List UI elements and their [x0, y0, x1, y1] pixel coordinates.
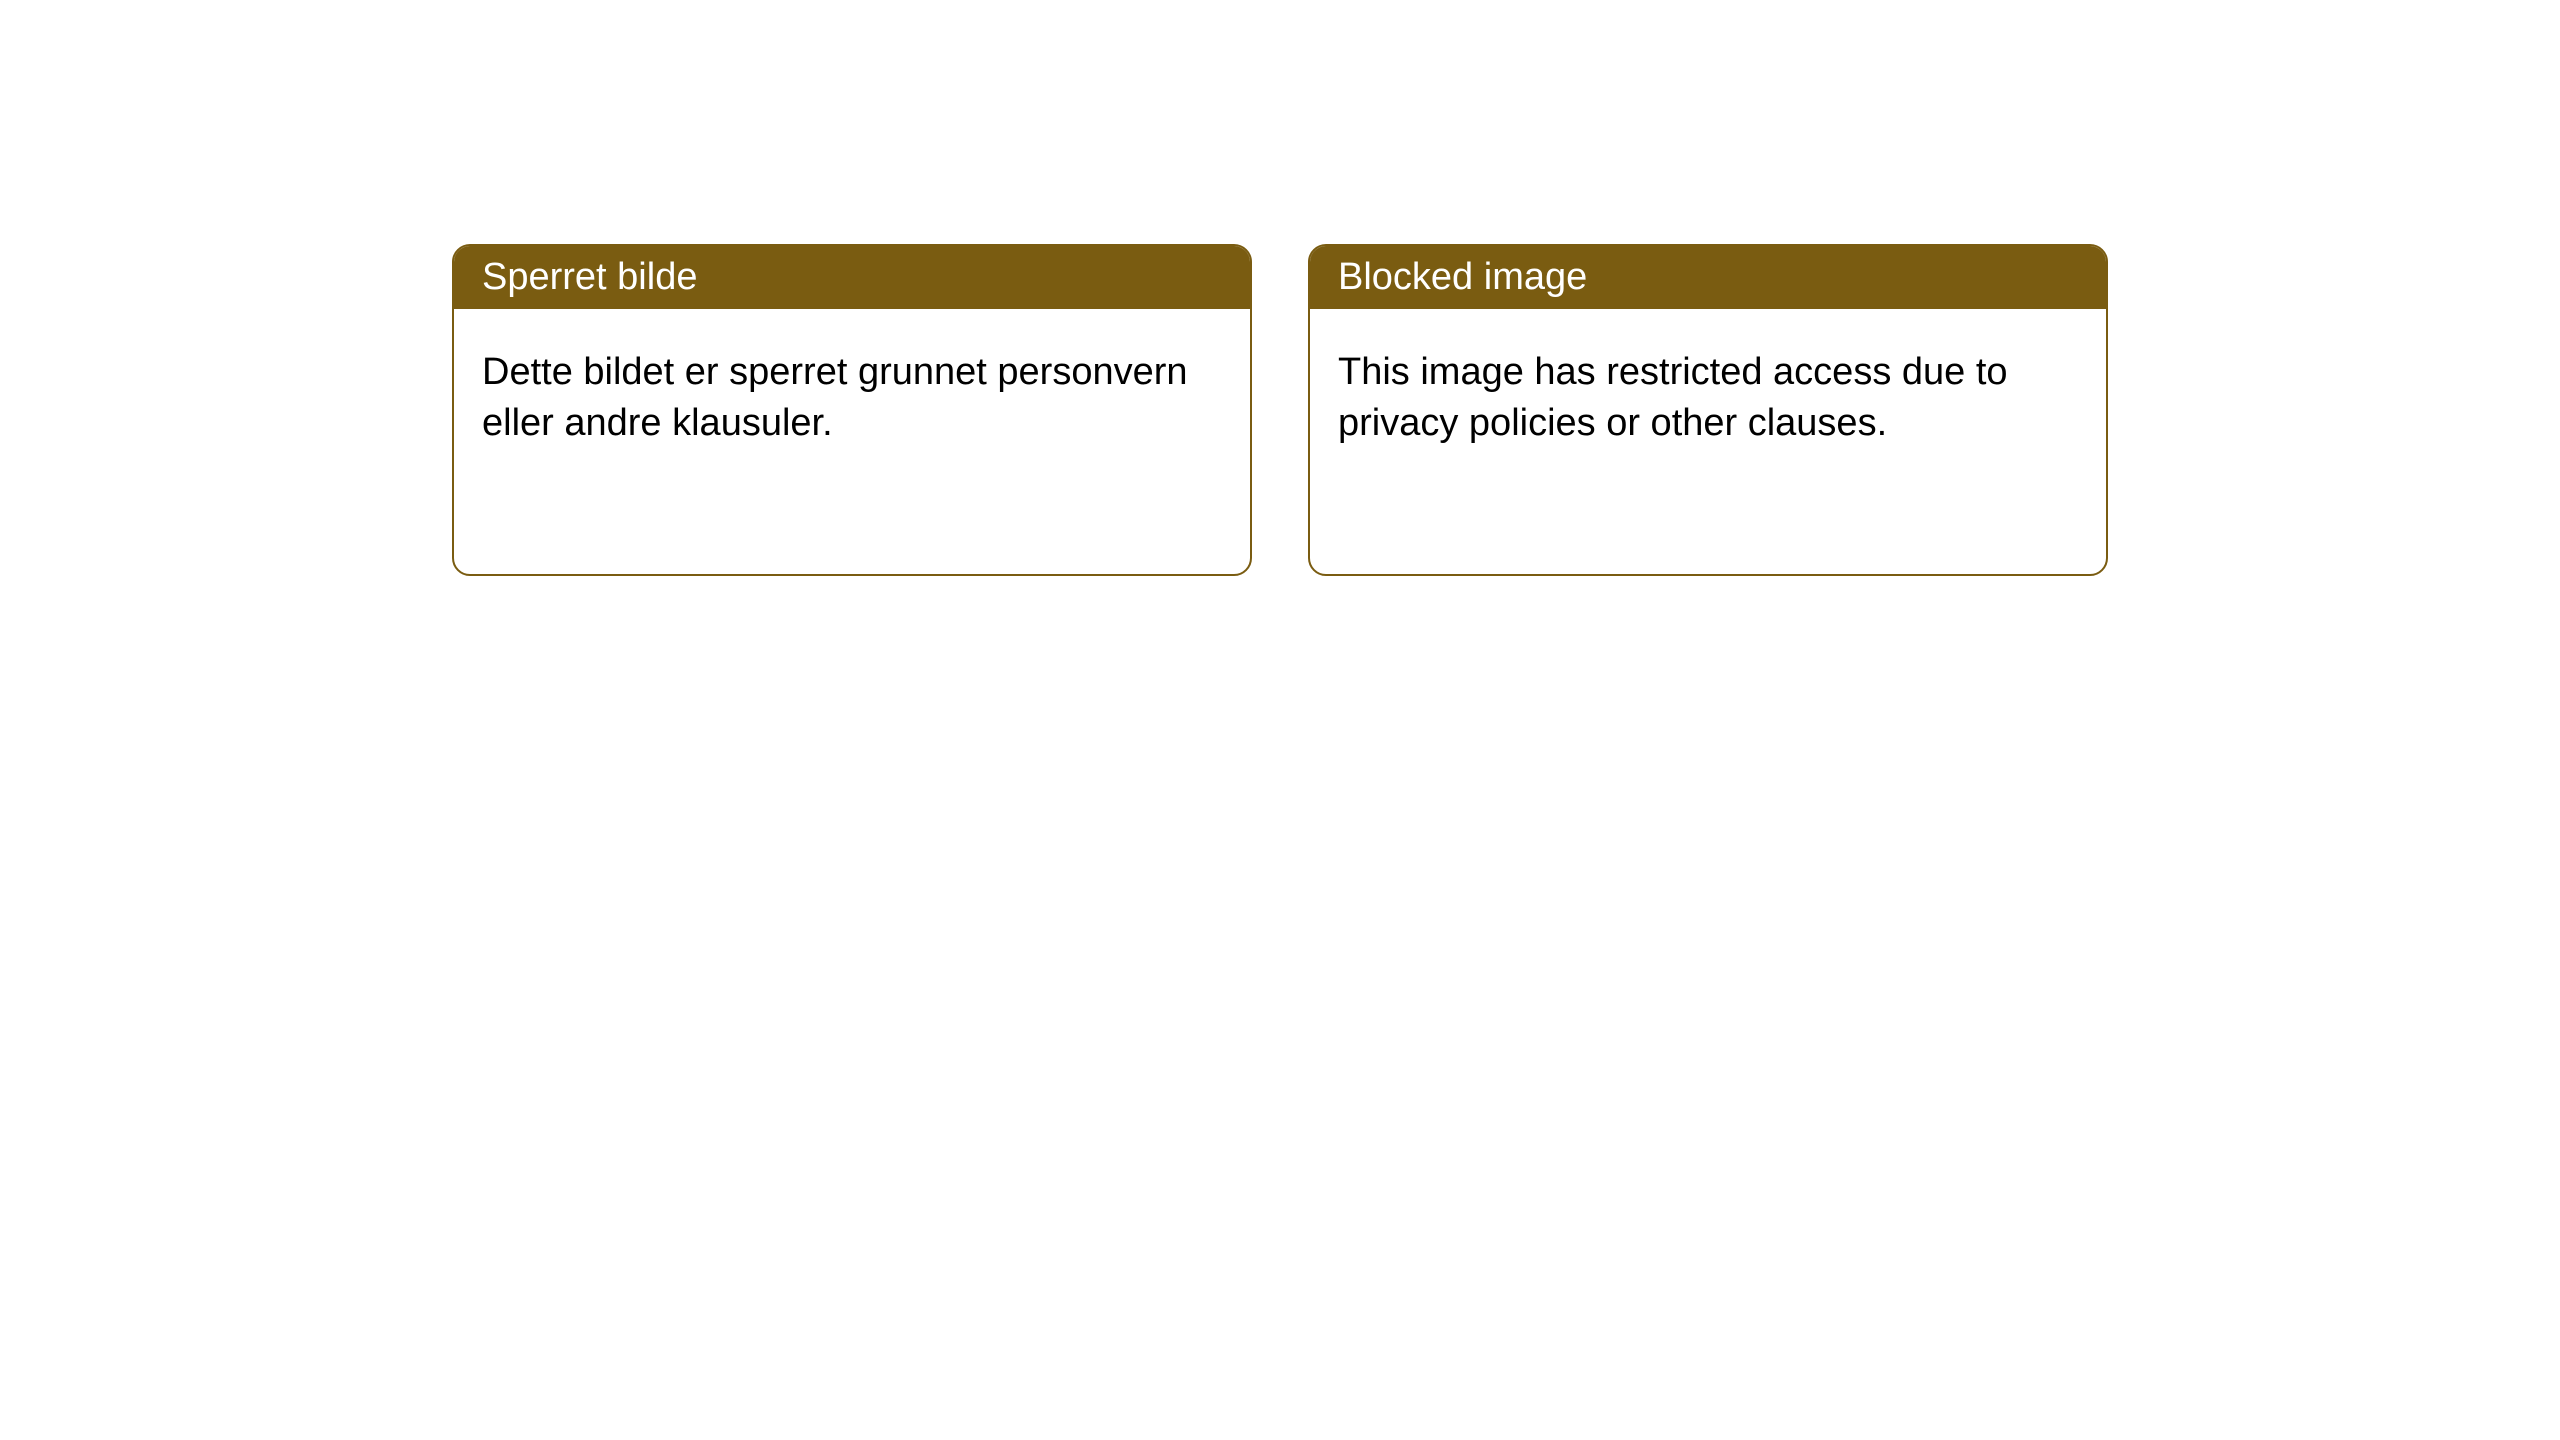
notice-container: Sperret bilde Dette bildet er sperret gr… — [0, 0, 2560, 576]
card-message-english: This image has restricted access due to … — [1338, 351, 2008, 444]
card-body-norwegian: Dette bildet er sperret grunnet personve… — [454, 309, 1250, 488]
blocked-image-card-norwegian: Sperret bilde Dette bildet er sperret gr… — [452, 244, 1252, 576]
card-header-english: Blocked image — [1310, 246, 2106, 309]
card-body-english: This image has restricted access due to … — [1310, 309, 2106, 488]
blocked-image-card-english: Blocked image This image has restricted … — [1308, 244, 2108, 576]
card-message-norwegian: Dette bildet er sperret grunnet personve… — [482, 351, 1188, 444]
card-title-norwegian: Sperret bilde — [482, 256, 697, 298]
card-header-norwegian: Sperret bilde — [454, 246, 1250, 309]
card-title-english: Blocked image — [1338, 256, 1587, 298]
